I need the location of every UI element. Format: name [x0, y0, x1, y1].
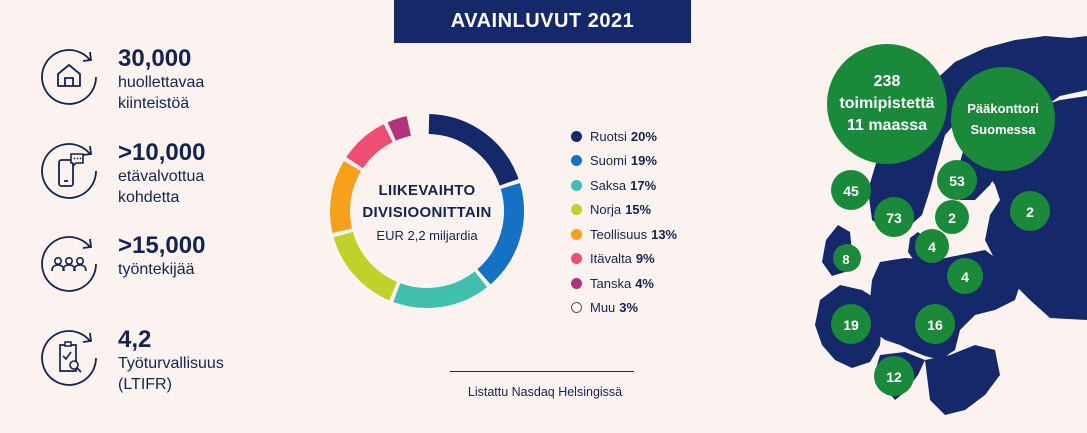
legend-name: Itävalta	[590, 251, 632, 267]
chart-legend: Ruotsi 20% Suomi 19% Saksa 17% Norja 15% Teo…	[571, 124, 677, 320]
stat-value: >15,000	[118, 232, 206, 259]
country-count: 19	[843, 317, 859, 333]
stat-label: kiinteistöä	[118, 95, 190, 112]
offices-bubble-line: 238	[874, 73, 901, 90]
country-marker: 2	[1010, 191, 1050, 231]
country-count: 2	[948, 210, 956, 226]
legend-item: Ruotsi 20%	[571, 124, 677, 149]
legend-dot	[571, 228, 582, 240]
country-count: 4	[928, 239, 936, 255]
country-marker: 16	[915, 304, 955, 344]
offices-bubble-line: toimipistettä	[839, 95, 934, 112]
stat-value: 30,000	[118, 45, 192, 72]
country-marker: 2	[935, 200, 969, 234]
stat-safety: 4,2 Työturvallisuus (LTIFR)	[38, 327, 224, 395]
legend-name: Tanska	[590, 275, 632, 291]
stat-monitored-sites: >10,000 etävalvottua kohdetta	[38, 140, 205, 208]
donut-center-label: LIIKEVAIHTO DIVISIOONITTAIN EUR 2,2 milj…	[330, 180, 524, 243]
country-count: 45	[843, 183, 859, 199]
map-markers: 238 toimipistettä 11 maassa Pääkonttori …	[827, 44, 1055, 396]
donut-title-line1: LIIKEVAIHTO	[378, 182, 476, 199]
donut-segment-saksa	[393, 271, 488, 308]
stat-label: huollettavaa	[118, 74, 205, 91]
country-count: 8	[842, 252, 849, 267]
donut-segment-itävalta	[346, 124, 394, 169]
donut-subtitle: EUR 2,2 miljardia	[376, 228, 478, 243]
legend-pct: 20%	[630, 128, 657, 144]
country-count: 16	[927, 317, 943, 333]
country-count: 4	[961, 269, 969, 285]
offices-bubble-line: 11 maassa	[847, 117, 927, 134]
legend-dot	[571, 277, 582, 289]
legend-dot	[571, 179, 582, 191]
revenue-donut-chart	[330, 114, 524, 308]
legend-dot	[571, 253, 582, 265]
country-marker: 73	[874, 197, 914, 237]
legend-dot	[571, 204, 582, 216]
hq-bubble-line: Pääkonttori	[967, 101, 1039, 116]
legend-pct: 9%	[635, 251, 655, 267]
legend-item: Itävalta 9%	[571, 247, 677, 272]
legend-item: Tanska 4%	[571, 271, 677, 296]
legend-name: Saksa	[590, 177, 627, 193]
legend-item: Norja 15%	[571, 198, 677, 223]
clipboard-search-icon	[41, 330, 97, 386]
country-count: 73	[886, 210, 902, 226]
house-icon	[41, 49, 97, 105]
hq-bubble-line: Suomessa	[970, 122, 1036, 137]
stat-label: etävalvottua	[118, 168, 205, 185]
offices-bubble: 238 toimipistettä 11 maassa	[827, 44, 947, 164]
stat-value: 4,2	[118, 326, 152, 353]
country-marker: 12	[874, 356, 914, 396]
legend-pct: 17%	[630, 177, 657, 193]
country-marker: 45	[831, 170, 871, 210]
europe-map: 238 toimipistettä 11 maassa Pääkonttori …	[815, 36, 1087, 415]
stat-label: kohdetta	[118, 189, 180, 206]
country-marker: 4	[947, 258, 983, 294]
legend-name: Norja	[590, 202, 622, 218]
country-count: 2	[1026, 204, 1034, 220]
legend-name: Ruotsi	[590, 128, 627, 144]
legend-item: Teollisuus 13%	[571, 222, 677, 247]
legend-dot	[571, 155, 582, 167]
page-title: AVAINLUVUT 2021	[394, 0, 691, 43]
country-count: 53	[949, 173, 965, 189]
legend-pct: 15%	[625, 202, 652, 218]
legend-dot	[571, 130, 582, 142]
legend-pct: 19%	[630, 153, 657, 169]
listing-note: Listattu Nasdaq Helsingissä	[467, 385, 623, 399]
country-marker: 4	[915, 229, 949, 263]
country-marker: 53	[937, 160, 977, 200]
donut-segment-ruotsi	[428, 114, 519, 186]
legend-name: Teollisuus	[590, 226, 648, 242]
legend-pct: 13%	[651, 226, 678, 242]
country-marker: 8	[833, 244, 861, 272]
donut-segment-teollisuus	[330, 160, 362, 233]
stat-properties: 30,000 huollettavaa kiinteistöä	[38, 46, 204, 114]
donut-segment-suomi	[477, 183, 524, 285]
stat-label: (LTIFR)	[118, 376, 172, 393]
stat-label: Työturvallisuus	[118, 355, 224, 372]
people-icon	[41, 236, 97, 292]
country-count: 12	[886, 369, 902, 385]
legend-pct: 4%	[635, 275, 654, 291]
donut-segment-norja	[333, 231, 398, 301]
country-marker: 19	[831, 304, 871, 344]
legend-dot	[571, 302, 582, 314]
legend-item: Suomi 19%	[571, 149, 677, 174]
stat-employees: >15,000 työntekijää	[38, 233, 205, 295]
donut-title-line2: DIVISIOONITTAIN	[362, 204, 492, 221]
legend-item: Muu 3%	[571, 296, 677, 321]
legend-item: Saksa 17%	[571, 173, 677, 198]
donut-segment-tanska	[387, 116, 412, 141]
smartphone-icon	[41, 143, 97, 199]
legend-name: Muu	[590, 300, 616, 316]
footer-divider	[450, 371, 634, 372]
legend-pct: 3%	[619, 300, 639, 316]
legend-name: Suomi	[590, 153, 627, 169]
stat-value: >10,000	[118, 139, 206, 166]
stat-label: työntekijää	[118, 261, 195, 278]
hq-bubble: Pääkonttori Suomessa	[951, 67, 1055, 171]
